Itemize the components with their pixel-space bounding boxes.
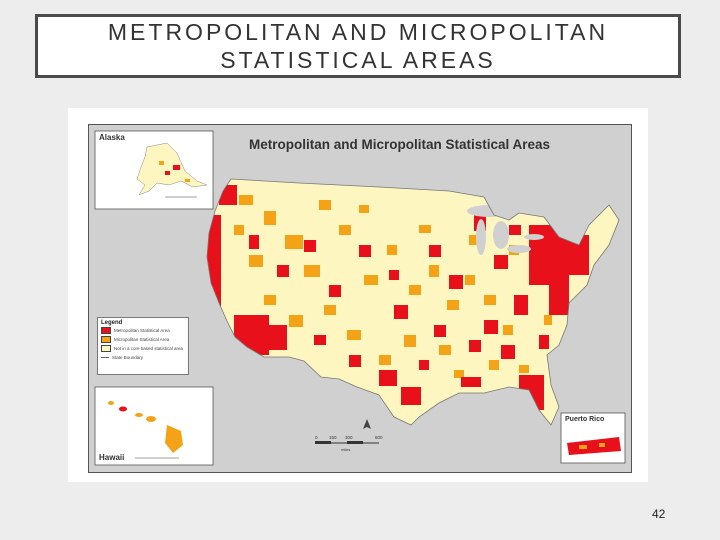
slide-title-box: METROPOLITAN AND MICROPOLITAN STATISTICA…: [35, 14, 681, 78]
page-number: 42: [652, 507, 666, 521]
slide-title-line-2: STATISTICAL AREAS: [220, 47, 496, 73]
metro-swatch: [101, 327, 111, 334]
map-drawing: 0 150 300 600 miles: [94, 130, 626, 466]
scale-bar: 0 150 300 600 miles: [315, 435, 383, 452]
legend-item-micro: Micropolitan Statistical Area: [101, 335, 185, 344]
legend-label: Metropolitan Statistical Area: [114, 328, 170, 333]
scale-unit: miles: [341, 447, 350, 452]
legend-item-none: Not in a core based statistical area: [101, 344, 185, 353]
alaska-inset: [94, 130, 214, 210]
alaska-label: Alaska: [99, 133, 125, 142]
legend-item-boundary: State Boundary: [101, 353, 185, 362]
puerto-rico-inset: [560, 412, 626, 464]
scale-tick-600: 600: [375, 435, 383, 440]
scale-tick-300: 300: [345, 435, 353, 440]
map-image-frame: 0 150 300 600 miles Metropolitan and Mic…: [68, 108, 648, 482]
none-swatch: [101, 345, 111, 352]
legend-item-metro: Metropolitan Statistical Area: [101, 326, 185, 335]
continental-us-map: [206, 178, 620, 426]
hawaii-inset: [94, 386, 214, 466]
legend-title: Legend: [101, 320, 123, 326]
legend-label: Not in a core based statistical area: [114, 346, 184, 351]
micro-swatch: [101, 336, 111, 343]
puerto-rico-label: Puerto Rico: [565, 416, 605, 423]
scale-tick-150: 150: [329, 435, 337, 440]
map-title: Metropolitan and Micropolitan Statistica…: [249, 137, 551, 152]
hawaii-label: Hawaii: [99, 453, 125, 462]
north-arrow-icon: [363, 419, 371, 429]
legend-label: State Boundary: [112, 355, 144, 360]
legend-label: Micropolitan Statistical Area: [114, 337, 170, 342]
scale-tick-0: 0: [315, 435, 318, 440]
map-panel: 0 150 300 600 miles Metropolitan and Mic…: [88, 124, 632, 473]
slide-title-line-1: METROPOLITAN AND MICROPOLITAN: [107, 19, 609, 45]
map-legend: Legend Metropolitan Statistical Area Mic…: [97, 317, 189, 375]
boundary-swatch: [101, 357, 109, 358]
